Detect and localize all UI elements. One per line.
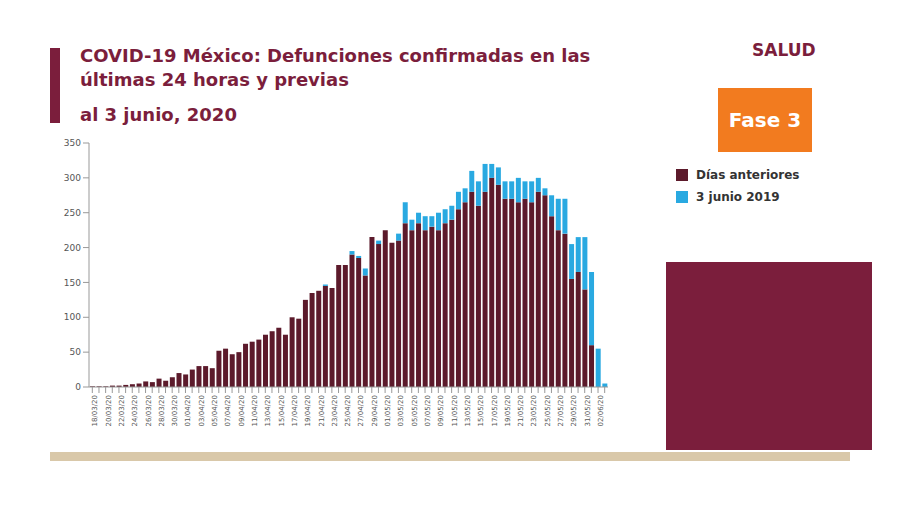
svg-text:21/05/20: 21/05/20 bbox=[517, 395, 525, 426]
svg-text:09/05/20: 09/05/20 bbox=[437, 395, 445, 426]
svg-text:13/05/20: 13/05/20 bbox=[464, 395, 472, 426]
svg-text:19/04/20: 19/04/20 bbox=[304, 395, 312, 426]
svg-text:25/05/20: 25/05/20 bbox=[544, 395, 552, 426]
svg-text:01/04/20: 01/04/20 bbox=[184, 395, 192, 426]
svg-text:11/04/20: 11/04/20 bbox=[251, 395, 259, 426]
svg-text:23/04/20: 23/04/20 bbox=[331, 395, 339, 426]
svg-text:26/03/20: 26/03/20 bbox=[145, 395, 153, 426]
svg-text:11/05/20: 11/05/20 bbox=[451, 395, 459, 426]
svg-text:17/04/20: 17/04/20 bbox=[291, 395, 299, 426]
svg-text:0: 0 bbox=[75, 382, 81, 392]
svg-text:300: 300 bbox=[64, 173, 81, 183]
svg-text:30/03/20: 30/03/20 bbox=[171, 395, 179, 426]
svg-text:27/04/20: 27/04/20 bbox=[357, 395, 365, 426]
svg-text:29/05/20: 29/05/20 bbox=[570, 395, 578, 426]
svg-text:15/05/20: 15/05/20 bbox=[477, 395, 485, 426]
svg-text:07/04/20: 07/04/20 bbox=[224, 395, 232, 426]
svg-text:50: 50 bbox=[70, 347, 82, 357]
html-text:Fase 3: Fase 3 bbox=[728, 108, 802, 132]
svg-text:20/03/20: 20/03/20 bbox=[105, 395, 113, 426]
svg-text:09/04/20: 09/04/20 bbox=[238, 395, 246, 426]
svg-text:13/04/20: 13/04/20 bbox=[264, 395, 272, 426]
svg-text:05/04/20: 05/04/20 bbox=[211, 395, 219, 426]
svg-text:15/04/20: 15/04/20 bbox=[278, 395, 286, 426]
svg-text:01/05/20: 01/05/20 bbox=[384, 395, 392, 426]
svg-text:03/05/20: 03/05/20 bbox=[397, 395, 405, 426]
svg-text:24/03/20: 24/03/20 bbox=[131, 395, 139, 426]
svg-text:200: 200 bbox=[64, 243, 81, 253]
svg-text:05/05/20: 05/05/20 bbox=[411, 395, 419, 426]
svg-text:17/05/20: 17/05/20 bbox=[491, 395, 499, 426]
svg-text:27/05/20: 27/05/20 bbox=[557, 395, 565, 426]
html-text:3 junio 2019: 3 junio 2019 bbox=[696, 190, 780, 204]
svg-text:18/03/20: 18/03/20 bbox=[91, 395, 99, 426]
svg-text:21/04/20: 21/04/20 bbox=[318, 395, 326, 426]
svg-text:22/03/20: 22/03/20 bbox=[118, 395, 126, 426]
svg-text:250: 250 bbox=[64, 208, 81, 218]
html-text:COVID-19 México: Defunciones c: COVID-19 México: Defunciones confirmadas… bbox=[80, 45, 591, 90]
svg-text:28/03/20: 28/03/20 bbox=[158, 395, 166, 426]
svg-text:19/05/20: 19/05/20 bbox=[504, 395, 512, 426]
html-text:Días anteriores: Días anteriores bbox=[696, 168, 800, 182]
svg-text:350: 350 bbox=[64, 138, 81, 148]
html-text:al 3 junio, 2020: al 3 junio, 2020 bbox=[80, 104, 237, 125]
svg-text:02/06/20: 02/06/20 bbox=[597, 395, 605, 426]
svg-text:150: 150 bbox=[64, 278, 81, 288]
svg-text:03/04/20: 03/04/20 bbox=[198, 395, 206, 426]
html-text:SALUD: SALUD bbox=[752, 40, 816, 60]
svg-text:07/05/20: 07/05/20 bbox=[424, 395, 432, 426]
svg-text:29/04/20: 29/04/20 bbox=[371, 395, 379, 426]
svg-text:31/05/20: 31/05/20 bbox=[584, 395, 592, 426]
svg-text:100: 100 bbox=[64, 312, 81, 322]
svg-text:23/05/20: 23/05/20 bbox=[530, 395, 538, 426]
svg-text:25/04/20: 25/04/20 bbox=[344, 395, 352, 426]
